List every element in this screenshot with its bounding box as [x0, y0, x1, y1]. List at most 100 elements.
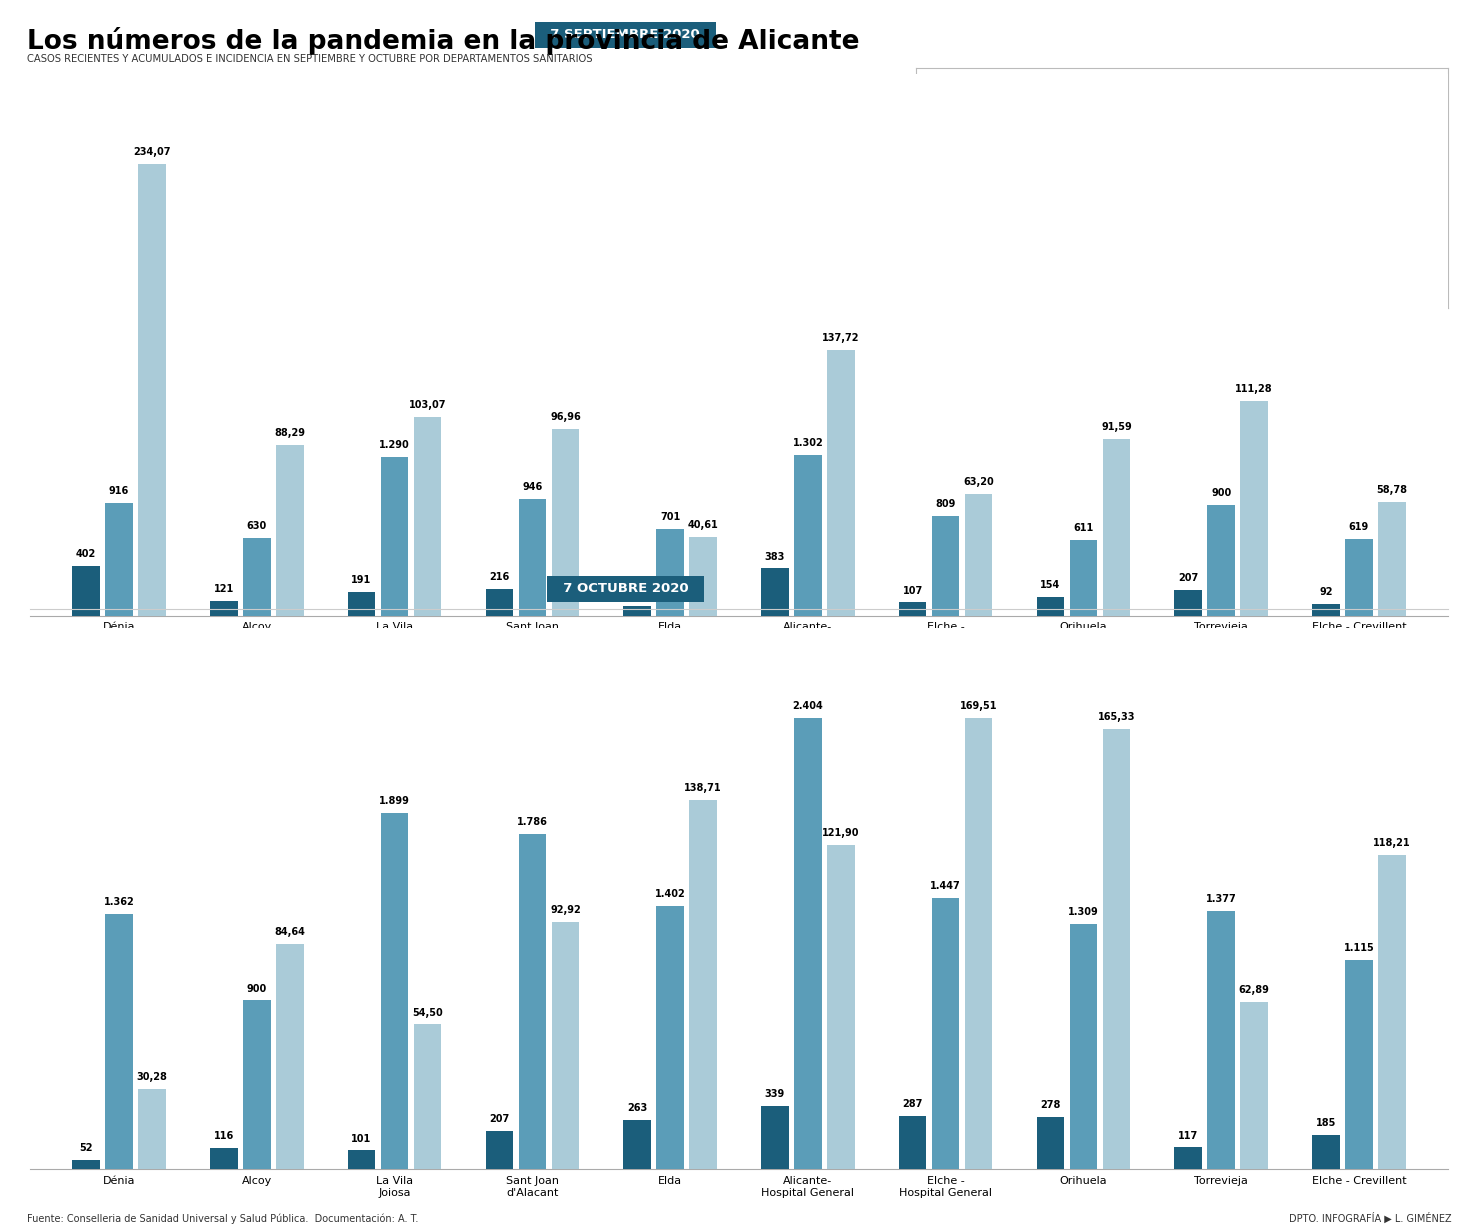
- Bar: [1208, 911, 1236, 1169]
- Bar: [656, 529, 684, 616]
- Text: 185: 185: [1315, 1118, 1336, 1128]
- Bar: [931, 897, 959, 1169]
- Text: 138,71: 138,71: [684, 783, 721, 793]
- Text: 619: 619: [1349, 522, 1369, 533]
- Text: 1.402: 1.402: [655, 890, 686, 900]
- Bar: [347, 1151, 375, 1169]
- Text: Fuente: Conselleria de Sanidad Universal y Salud Pública.  Documentación: A. T.: Fuente: Conselleria de Sanidad Universal…: [27, 1213, 418, 1224]
- Text: DPTO. INFOGRAFÍA ▶ L. GIMÉNEZ: DPTO. INFOGRAFÍA ▶ L. GIMÉNEZ: [1289, 1213, 1451, 1224]
- Text: 52: 52: [80, 1142, 93, 1153]
- Text: 809: 809: [936, 499, 956, 510]
- Text: 916: 916: [109, 486, 129, 496]
- Bar: [1103, 729, 1131, 1169]
- Text: 96,96: 96,96: [550, 411, 581, 422]
- Bar: [828, 844, 854, 1169]
- Bar: [519, 835, 547, 1169]
- Text: 40,61: 40,61: [687, 521, 718, 531]
- Text: 154: 154: [1041, 580, 1060, 590]
- Bar: [1345, 539, 1373, 616]
- Bar: [210, 601, 238, 616]
- Bar: [72, 566, 101, 616]
- Bar: [486, 588, 513, 616]
- Text: 1.377: 1.377: [1206, 894, 1237, 904]
- Text: 1.290: 1.290: [380, 439, 409, 449]
- Text: 58,78: 58,78: [1376, 485, 1407, 495]
- Text: 84,64: 84,64: [275, 927, 306, 937]
- Text: 278: 278: [1041, 1101, 1061, 1110]
- Bar: [381, 812, 408, 1169]
- Bar: [1240, 1002, 1268, 1169]
- Text: 7 SEPTIEMBRE 2020: 7 SEPTIEMBRE 2020: [541, 28, 709, 42]
- Text: 1.899: 1.899: [380, 796, 409, 806]
- Text: 287: 287: [903, 1099, 922, 1109]
- Bar: [414, 417, 442, 616]
- Bar: [551, 922, 579, 1169]
- Text: Casos en los últimos 14 días: Casos en los últimos 14 días: [1017, 112, 1185, 124]
- Text: 383: 383: [764, 551, 785, 561]
- Text: Incidencia últimos 14 días x 100.000 habitantes: Incidencia últimos 14 días x 100.000 hab…: [1017, 261, 1301, 273]
- Text: 62,89: 62,89: [1239, 985, 1270, 995]
- Text: 216: 216: [489, 572, 510, 582]
- Bar: [1240, 401, 1268, 616]
- Bar: [943, 250, 977, 282]
- Bar: [899, 1115, 927, 1169]
- Bar: [139, 1089, 166, 1169]
- Text: 54,50: 54,50: [412, 1007, 443, 1018]
- Bar: [1175, 1147, 1202, 1169]
- Text: 1.786: 1.786: [517, 817, 548, 827]
- Text: 900: 900: [247, 984, 268, 993]
- Bar: [965, 494, 992, 616]
- Text: 191: 191: [352, 575, 371, 585]
- Text: CASOS RECIENTES Y ACUMULADOS E INCIDENCIA EN SEPTIEMBRE Y OCTUBRE POR DEPARTAMEN: CASOS RECIENTES Y ACUMULADOS E INCIDENCI…: [27, 54, 593, 64]
- Bar: [899, 602, 927, 616]
- Bar: [624, 606, 650, 616]
- Text: 900: 900: [1210, 487, 1231, 497]
- Bar: [656, 906, 684, 1169]
- Bar: [1377, 502, 1406, 616]
- Text: 92: 92: [1318, 587, 1333, 597]
- Bar: [242, 1001, 270, 1169]
- Text: 1.309: 1.309: [1069, 907, 1098, 917]
- Bar: [943, 174, 977, 204]
- Bar: [276, 446, 303, 616]
- Text: 1.362: 1.362: [103, 897, 134, 907]
- Bar: [1208, 505, 1236, 616]
- Bar: [105, 913, 133, 1169]
- Bar: [689, 537, 717, 616]
- Text: 165,33: 165,33: [1098, 713, 1135, 723]
- Text: Los números de la pandemia en la provincia de Alicante: Los números de la pandemia en la provinc…: [27, 27, 859, 55]
- Bar: [1070, 923, 1097, 1169]
- Text: 121: 121: [214, 583, 234, 593]
- Bar: [414, 1024, 442, 1169]
- Bar: [1345, 960, 1373, 1169]
- Bar: [210, 1147, 238, 1169]
- Text: 611: 611: [1073, 523, 1094, 533]
- Bar: [943, 101, 977, 133]
- Text: 207: 207: [1178, 574, 1199, 583]
- Text: 1.447: 1.447: [930, 881, 961, 891]
- Bar: [519, 499, 547, 616]
- Bar: [139, 164, 166, 616]
- Bar: [1036, 1118, 1064, 1169]
- Text: 137,72: 137,72: [822, 334, 860, 343]
- Bar: [761, 569, 789, 616]
- Text: 207: 207: [489, 1114, 510, 1124]
- Bar: [1312, 1135, 1339, 1169]
- Text: 1.302: 1.302: [792, 438, 823, 448]
- Text: 234,07: 234,07: [133, 148, 171, 158]
- Bar: [1070, 540, 1097, 616]
- Text: 101: 101: [352, 1134, 371, 1144]
- Text: 103,07: 103,07: [409, 400, 446, 410]
- Text: 7 OCTUBRE 2020: 7 OCTUBRE 2020: [554, 582, 698, 596]
- Text: 117: 117: [1178, 1131, 1199, 1141]
- Bar: [794, 718, 822, 1169]
- Bar: [381, 457, 408, 616]
- Bar: [1312, 604, 1339, 616]
- Bar: [1036, 597, 1064, 616]
- Bar: [242, 538, 270, 616]
- Bar: [276, 944, 303, 1169]
- Text: 91,59: 91,59: [1101, 422, 1132, 432]
- Text: 92,92: 92,92: [550, 905, 581, 916]
- Text: 946: 946: [522, 483, 542, 492]
- Bar: [965, 718, 992, 1169]
